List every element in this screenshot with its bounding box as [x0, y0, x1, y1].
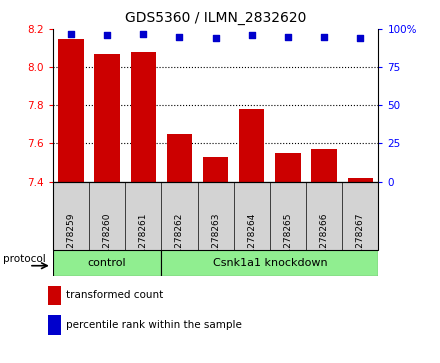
Text: GSM1278261: GSM1278261: [139, 212, 148, 273]
Bar: [275, 153, 301, 182]
Text: protocol: protocol: [3, 254, 45, 264]
Text: GSM1278265: GSM1278265: [283, 212, 293, 273]
Text: GSM1278263: GSM1278263: [211, 212, 220, 273]
Point: [357, 35, 364, 41]
Bar: [53, 250, 161, 276]
Bar: [348, 178, 373, 182]
Bar: [131, 52, 156, 182]
Bar: [58, 38, 84, 182]
Point: [140, 31, 147, 37]
Point: [212, 35, 219, 41]
Bar: [161, 250, 378, 276]
Text: control: control: [88, 258, 126, 268]
Bar: [48, 315, 61, 335]
Bar: [239, 109, 264, 182]
Text: GSM1278259: GSM1278259: [66, 212, 75, 273]
Text: GSM1278266: GSM1278266: [319, 212, 329, 273]
Bar: [203, 157, 228, 182]
Bar: [48, 286, 61, 305]
Text: Csnk1a1 knockdown: Csnk1a1 knockdown: [213, 258, 327, 268]
Text: percentile rank within the sample: percentile rank within the sample: [66, 320, 242, 330]
Point: [103, 32, 110, 38]
Point: [284, 34, 291, 40]
Bar: [312, 149, 337, 182]
Point: [321, 34, 328, 40]
Text: GSM1278262: GSM1278262: [175, 212, 184, 273]
Bar: [95, 54, 120, 182]
Text: GSM1278260: GSM1278260: [103, 212, 112, 273]
Text: GSM1278267: GSM1278267: [356, 212, 365, 273]
Point: [67, 31, 74, 37]
Bar: [167, 134, 192, 182]
Text: transformed count: transformed count: [66, 290, 163, 301]
Point: [248, 32, 255, 38]
Title: GDS5360 / ILMN_2832620: GDS5360 / ILMN_2832620: [125, 11, 306, 25]
Point: [176, 34, 183, 40]
Text: GSM1278264: GSM1278264: [247, 212, 256, 273]
